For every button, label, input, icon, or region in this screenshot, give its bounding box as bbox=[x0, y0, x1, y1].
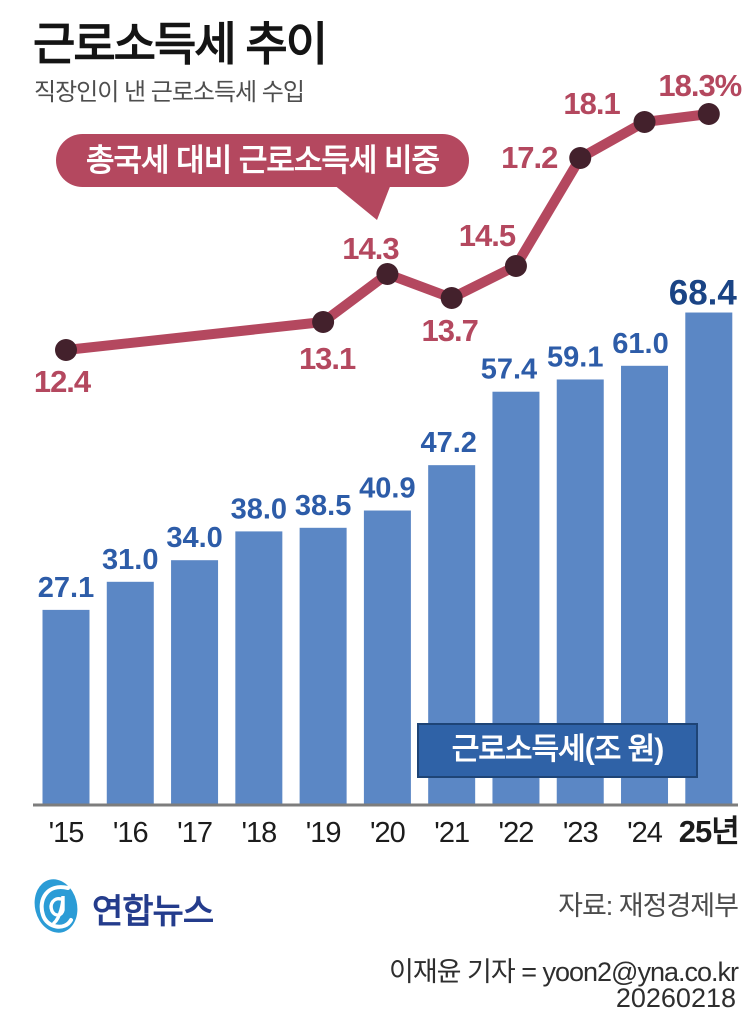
trend-point bbox=[569, 147, 592, 169]
x-axis-label: '24 bbox=[627, 817, 663, 849]
trend-value-label: 18.1 bbox=[563, 86, 620, 121]
bar-value-label: 38.5 bbox=[295, 490, 351, 522]
bar-value-label: 47.2 bbox=[420, 427, 476, 459]
bar-value-label: 34.0 bbox=[166, 522, 222, 554]
trend-point bbox=[504, 255, 527, 277]
bar-value-label: 59.1 bbox=[547, 341, 603, 373]
page-subtitle: 직장인이 낸 근로소득세 수입 bbox=[34, 79, 305, 106]
trend-value-label: 13.7 bbox=[422, 313, 478, 348]
line-series-badge: 총국세 대비 근로소득세 비중 bbox=[56, 134, 470, 187]
bar bbox=[42, 609, 90, 805]
x-axis-label: '20 bbox=[370, 817, 405, 849]
bar bbox=[171, 560, 219, 805]
trend-line bbox=[61, 109, 714, 355]
trend-value-label: 13.1 bbox=[299, 341, 356, 376]
bar-value-label: 61.0 bbox=[612, 328, 668, 360]
trend-point bbox=[697, 103, 720, 125]
bar-value-label: 40.9 bbox=[359, 473, 415, 505]
reporter-credit: 이재윤 기자 = yoon2@yna.co.kr bbox=[389, 957, 739, 987]
date-stamp: 20260218 bbox=[615, 983, 736, 1013]
bar bbox=[685, 312, 733, 805]
x-axis-label: '17 bbox=[177, 817, 212, 849]
brand-name: 연합뉴스 bbox=[92, 893, 214, 931]
bar bbox=[106, 581, 154, 805]
bar-series-badge: 근로소득세(조 원) bbox=[417, 723, 698, 778]
bar-value-label: 68.4 bbox=[669, 274, 738, 313]
trend-point bbox=[55, 339, 77, 361]
badge-tail-icon bbox=[333, 184, 391, 220]
trend-value-label: 18.3% bbox=[658, 68, 741, 103]
x-axis-label: '18 bbox=[241, 817, 276, 849]
trend-value-label: 14.3 bbox=[342, 231, 399, 266]
trend-point bbox=[312, 311, 335, 333]
bar bbox=[299, 527, 347, 805]
bar-value-label: 38.0 bbox=[231, 493, 287, 525]
bar-value-label: 31.0 bbox=[102, 544, 158, 576]
yonhap-logo-icon bbox=[34, 879, 78, 933]
x-axis-label: '19 bbox=[306, 817, 341, 849]
x-axis-label: '16 bbox=[113, 817, 148, 849]
trend-value-label: 12.4 bbox=[34, 364, 92, 399]
trend-point bbox=[440, 287, 463, 309]
bar bbox=[363, 510, 411, 805]
trend-value-label: 14.5 bbox=[459, 218, 516, 253]
x-axis-label: '23 bbox=[563, 817, 598, 849]
page-title: 근로소득세 추이 bbox=[33, 18, 328, 70]
x-axis-label: '21 bbox=[434, 817, 469, 849]
x-axis-label: '15 bbox=[49, 817, 84, 849]
bar-value-label: 57.4 bbox=[481, 354, 537, 386]
trend-value-label: 17.2 bbox=[501, 140, 557, 175]
yonhap-brand: 연합뉴스 bbox=[30, 874, 290, 936]
x-axis-label: '22 bbox=[499, 817, 534, 849]
bar-value-label: 27.1 bbox=[38, 572, 94, 604]
x-axis-label: 25년 bbox=[679, 814, 739, 849]
tax-trend-chart: 27.131.034.0 38.0 38.540.947.2 57.4 59.1 61.0… bbox=[33, 68, 743, 849]
bar bbox=[235, 531, 283, 805]
trend-point bbox=[633, 111, 656, 133]
trend-point bbox=[376, 263, 399, 285]
source-text: 자료: 재정경제부 bbox=[558, 891, 739, 921]
